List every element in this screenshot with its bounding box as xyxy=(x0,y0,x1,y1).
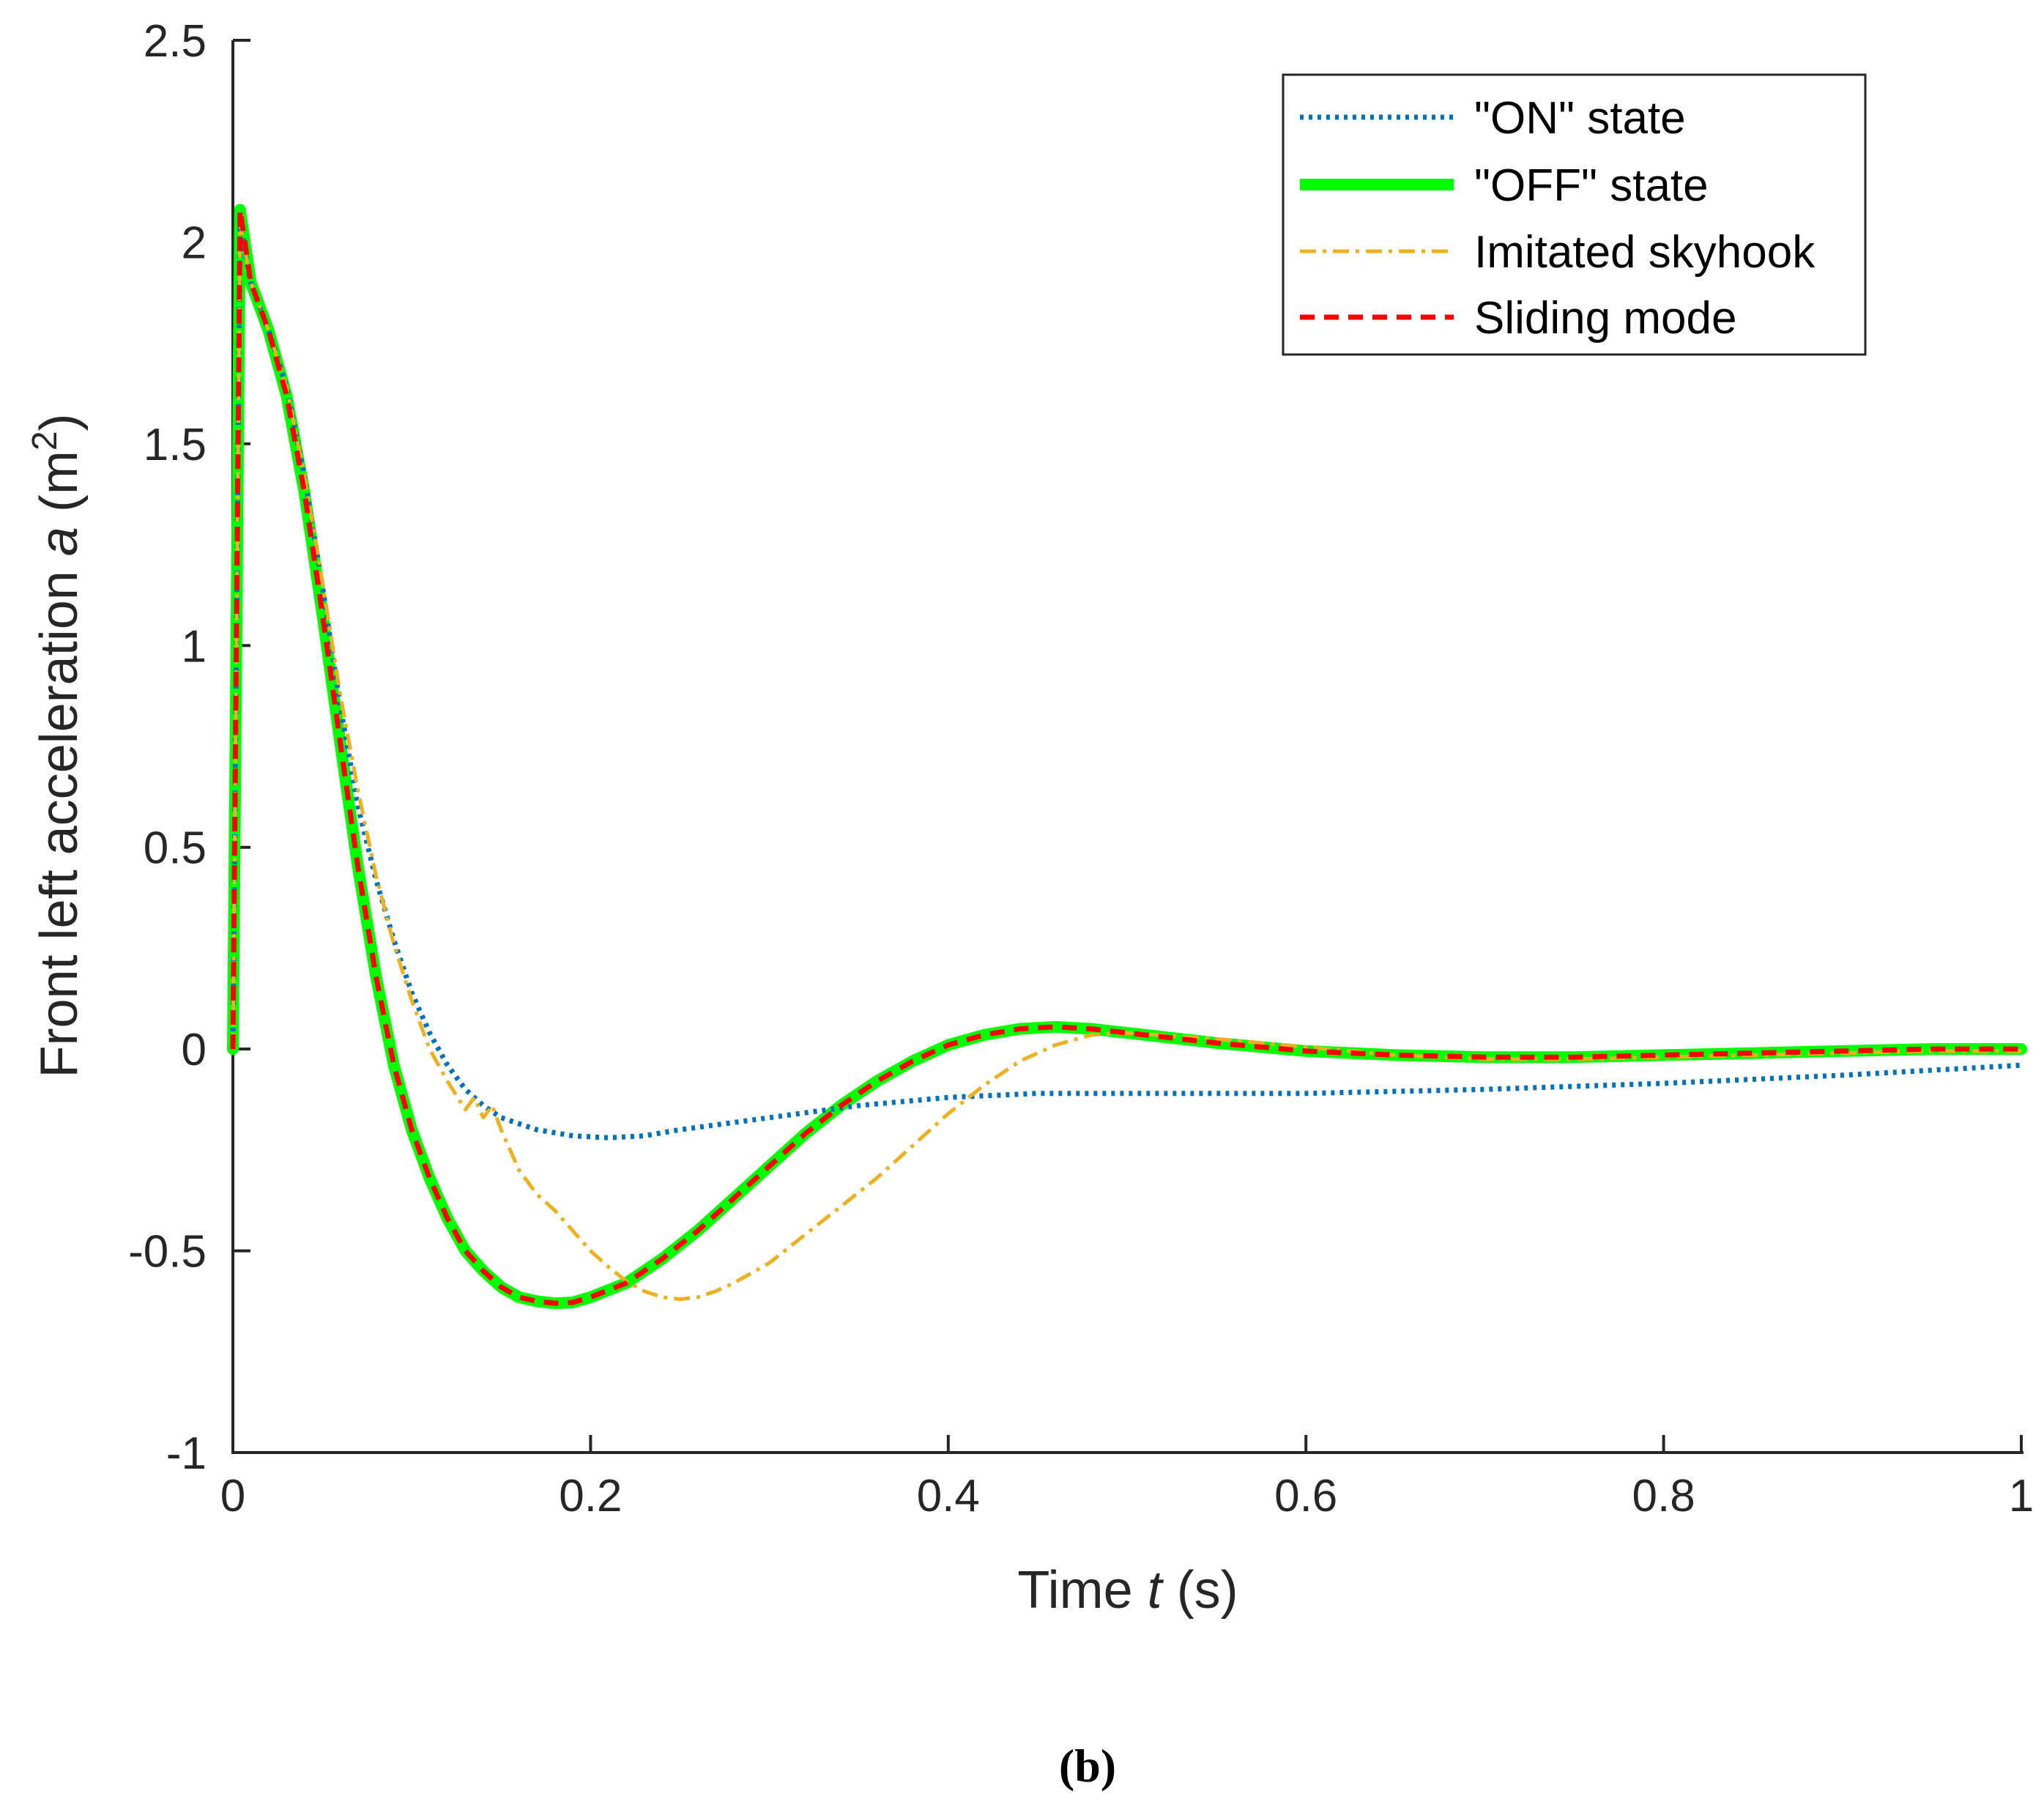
y-axis-title: Front left acceleration a (m2) xyxy=(26,413,89,1078)
legend-label-on-state: "ON" state xyxy=(1474,93,1686,144)
y-tick-label: -0.5 xyxy=(128,1227,207,1277)
y-tick-label: 2.5 xyxy=(144,16,207,67)
series-line-off-state xyxy=(227,204,2027,1310)
legend-label-off-state: "OFF" state xyxy=(1474,160,1709,211)
x-axis-title: Time t (s) xyxy=(1017,1561,1238,1620)
x-tick-label: 0.2 xyxy=(559,1471,622,1521)
series-line-on-state xyxy=(230,219,2022,1140)
y-tick-label: 2 xyxy=(182,218,207,268)
y-tick-label: 0.5 xyxy=(144,823,207,874)
y-tick-label: 0 xyxy=(182,1025,207,1075)
axis-ticks: 0 0.2 0.4 0.6 0.8 1 -1 -0.5 0 0.5 1 1.5 2 2.5 xyxy=(128,16,2034,1521)
y-tick-label: -1 xyxy=(166,1428,207,1479)
x-tick-label: 0.8 xyxy=(1632,1471,1695,1521)
series-line-imitated-skyhook xyxy=(231,220,2021,1302)
x-tick-label: 1 xyxy=(2009,1471,2034,1521)
legend-label-imitated-skyhook: Imitated skyhook xyxy=(1474,227,1816,278)
legend-box xyxy=(1282,73,1867,356)
y-tick-label: 1 xyxy=(182,621,207,672)
series-layer xyxy=(227,204,2027,1310)
x-tick-label: 0.6 xyxy=(1274,1471,1337,1521)
panel-label: (b) xyxy=(1059,1740,1116,1792)
x-tick-label: 0 xyxy=(220,1471,245,1521)
legend-label-sliding-mode: Sliding mode xyxy=(1474,293,1736,344)
x-tick-label: 0.4 xyxy=(917,1471,980,1521)
series-line-sliding-mode xyxy=(230,207,2021,1306)
legend: "ON" state "OFF" state Imitated skyhook … xyxy=(1282,73,1867,356)
y-tick-label: 1.5 xyxy=(144,420,207,470)
